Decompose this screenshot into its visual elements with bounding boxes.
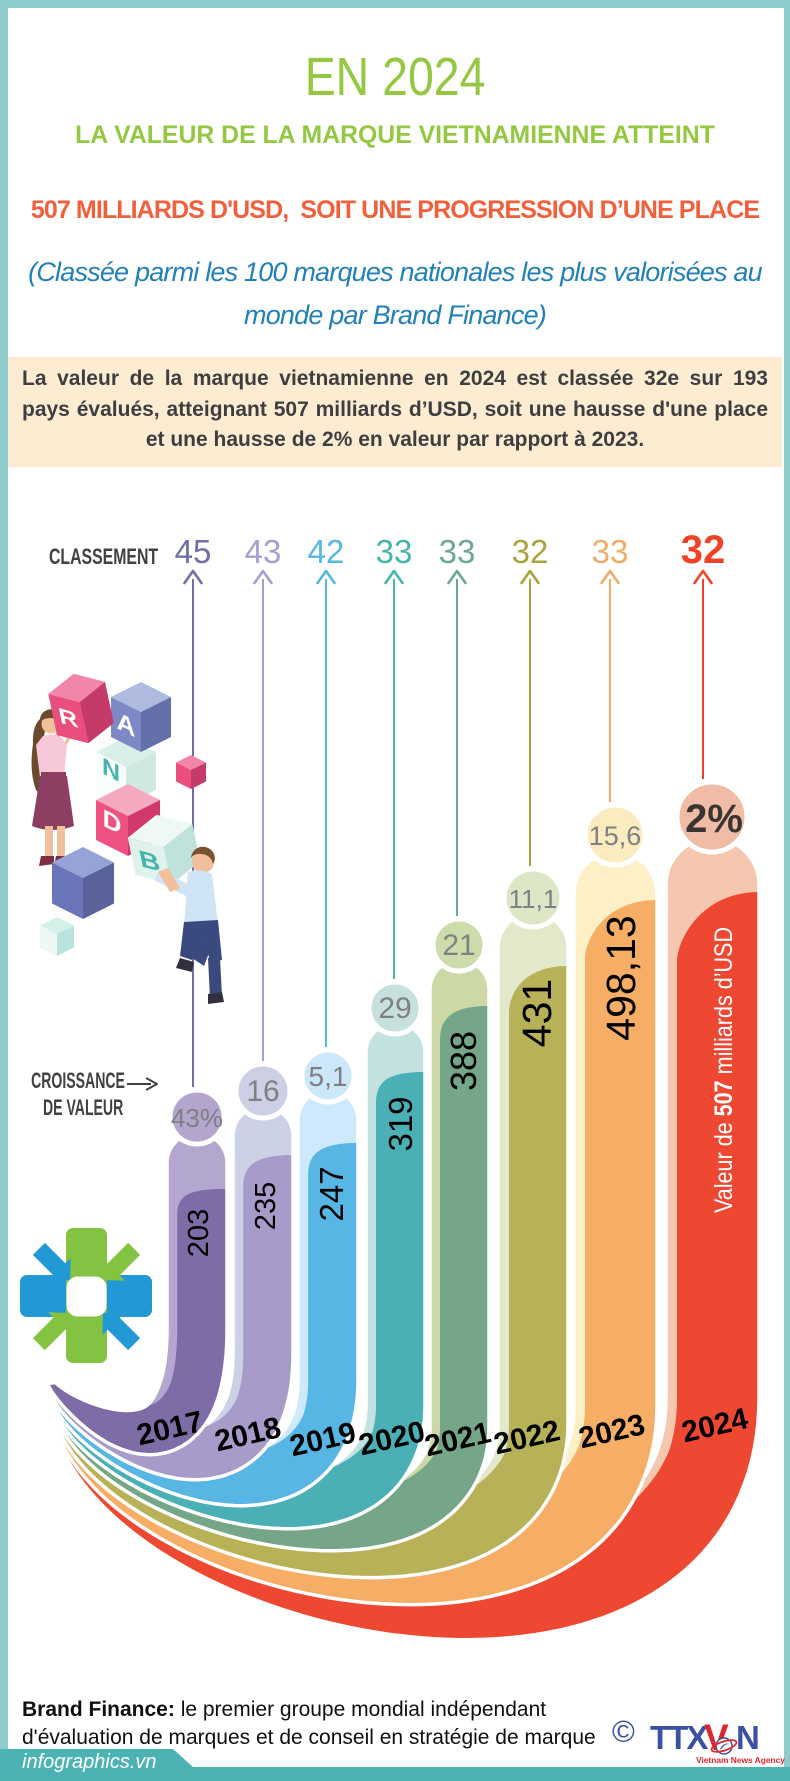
svg-text:388: 388 [443,1031,484,1091]
svg-text:235: 235 [250,1182,282,1230]
svg-text:D: D [103,804,122,841]
svg-text:431: 431 [514,979,560,1047]
svg-text:498,13: 498,13 [598,915,644,1040]
svg-text:33: 33 [376,533,413,570]
svg-text:5,1: 5,1 [309,1061,348,1092]
svg-text:A: A [117,706,136,743]
svg-text:42: 42 [308,533,345,570]
svg-text:N: N [102,753,120,788]
svg-text:29: 29 [378,992,411,1025]
svg-text:Valeur de 507 milliards d’USD: Valeur de 507 milliards d’USD [710,927,738,1213]
svg-text:16: 16 [246,1075,279,1108]
svg-text:TTX: TTX [650,1720,708,1756]
svg-text:CLASSEMENT: CLASSEMENT [49,546,158,570]
svg-text:32: 32 [512,533,549,570]
svg-text:21: 21 [442,929,475,962]
svg-text:43%: 43% [171,1103,223,1133]
svg-text:N: N [736,1720,760,1756]
svg-text:Vietnam News Agency: Vietnam News Agency [696,1755,785,1765]
svg-text:15,6: 15,6 [589,821,642,851]
svg-text:DE VALEUR: DE VALEUR [43,1095,123,1120]
svg-text:247: 247 [313,1166,350,1221]
svg-text:33: 33 [439,533,476,570]
svg-text:11,1: 11,1 [509,884,558,914]
svg-text:43: 43 [245,533,282,570]
svg-text:R: R [56,704,80,733]
svg-text:2%: 2% [685,797,743,841]
svg-text:CROISSANCE: CROISSANCE [31,1068,125,1093]
svg-text:319: 319 [382,1096,419,1151]
svg-text:33: 33 [592,533,629,570]
svg-text:32: 32 [681,528,726,572]
svg-text:203: 203 [183,1209,215,1257]
svg-text:45: 45 [175,533,212,570]
